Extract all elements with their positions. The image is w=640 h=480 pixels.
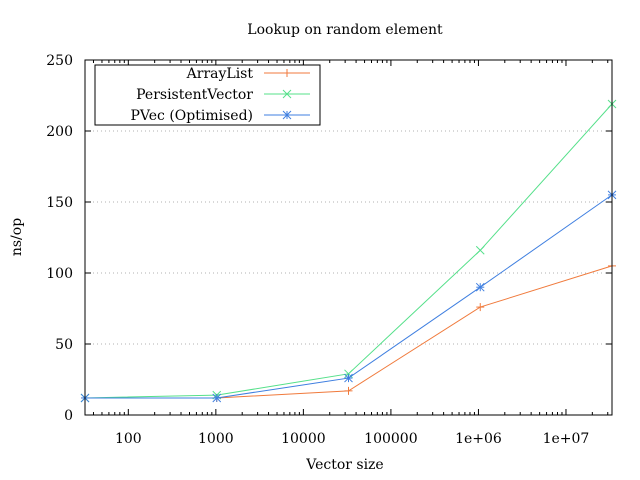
- legend-marker-arraylist: [283, 69, 291, 77]
- grid-lines: [85, 130, 612, 345]
- legend: ArrayList PersistentVector PVec (Optimised…: [94, 64, 321, 126]
- y-tick-label: 50: [55, 337, 73, 353]
- legend-label-persistent-vector: PersistentVector: [136, 87, 253, 103]
- legend-marker-persistent-vector: [282, 89, 292, 99]
- x-tick-label: 100: [115, 431, 142, 447]
- y-tick-label: 100: [46, 266, 73, 282]
- marker-stroke: [344, 369, 353, 379]
- legend-marker-pvec-optimised: [282, 110, 292, 120]
- data-point-arraylist: [344, 386, 353, 395]
- x-tick-label: 1000: [198, 431, 234, 447]
- data-point-persistent-vector: [475, 245, 485, 255]
- x-axis-label: Vector size: [305, 457, 383, 473]
- data-point-pvec-optimised: [344, 373, 353, 383]
- marker-stroke: [212, 393, 222, 403]
- plot-frame: [84, 59, 613, 416]
- x-tick-label: 1e+07: [543, 431, 590, 447]
- y-tick-label: 150: [46, 195, 73, 211]
- marker-stroke: [475, 245, 485, 255]
- data-point-pvec-optimised: [475, 282, 485, 292]
- marker-stroke: [282, 89, 292, 99]
- legend-label-pvec-optimised: PVec (Optimised): [131, 108, 253, 124]
- x-tick-label: 1e+06: [455, 431, 502, 447]
- legend-label-arraylist: ArrayList: [186, 66, 254, 82]
- x-axis-ticks: 100 1000 10000 100000 1e+06 1e+07: [92, 60, 609, 447]
- data-point-pvec-optimised: [212, 393, 222, 403]
- y-axis-label: ns/op: [9, 218, 25, 256]
- series-line-persistent-vector: [84, 103, 613, 399]
- data-point-arraylist: [476, 303, 485, 312]
- chart-title: Lookup on random element: [247, 22, 443, 38]
- y-tick-label: 200: [46, 124, 73, 140]
- y-tick-label: 0: [64, 408, 73, 424]
- series-layer: [80, 99, 617, 403]
- y-axis-ticks: 0 50 100 150 200 250: [46, 53, 612, 424]
- marker-stroke: [282, 110, 292, 120]
- x-tick-label: 10000: [281, 431, 326, 447]
- x-tick-label: 100000: [364, 431, 417, 447]
- y-tick-label: 250: [46, 53, 73, 69]
- marker-stroke: [344, 373, 353, 383]
- marker-stroke: [475, 282, 485, 292]
- series-line-pvec-optimised: [85, 194, 613, 399]
